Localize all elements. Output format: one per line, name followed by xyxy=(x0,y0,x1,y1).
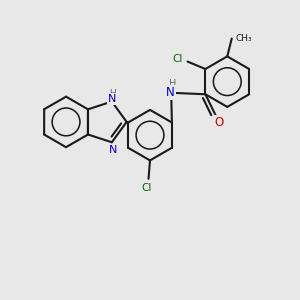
Text: N: N xyxy=(108,94,116,104)
Text: Cl: Cl xyxy=(173,54,183,64)
Text: Cl: Cl xyxy=(142,183,152,193)
Text: H: H xyxy=(110,89,116,98)
Text: CH₃: CH₃ xyxy=(236,34,253,43)
Text: H: H xyxy=(169,79,176,89)
Text: N: N xyxy=(166,86,175,99)
Text: O: O xyxy=(215,116,224,129)
Text: N: N xyxy=(109,145,117,155)
